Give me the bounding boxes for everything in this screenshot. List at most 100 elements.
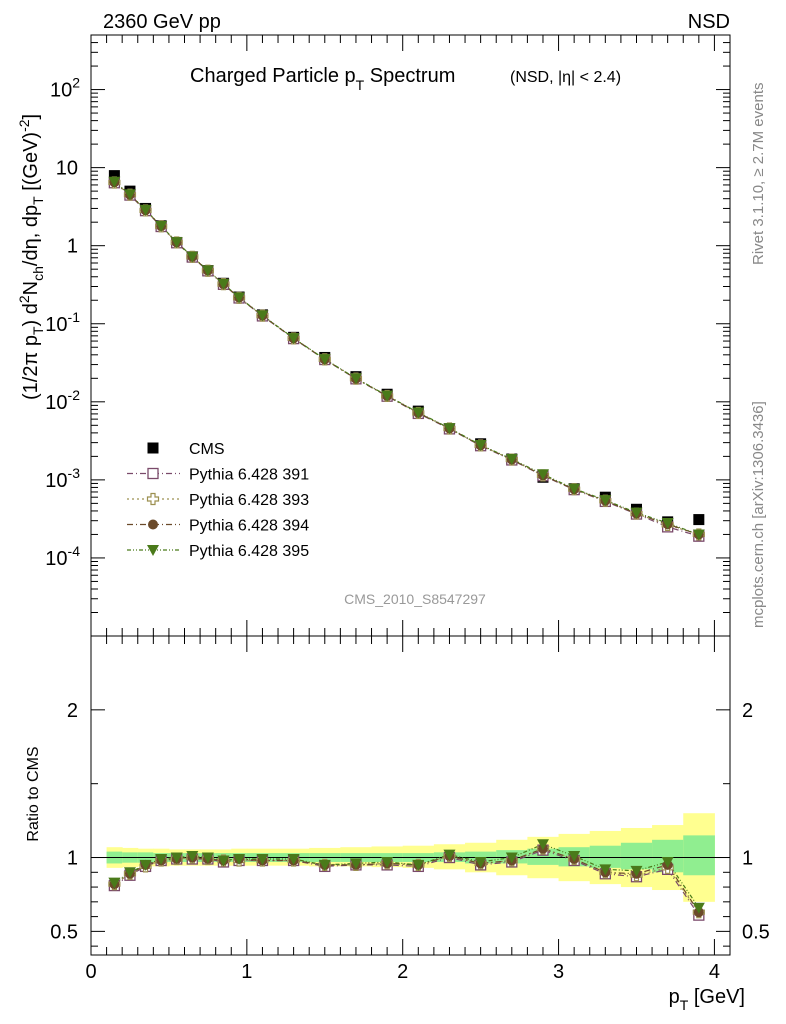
ratio-data-point [201,852,214,864]
ratio-data-point [568,851,581,863]
ratio-y-tick-label: 0.5 [742,921,770,943]
header-energy: 2360 GeV pp [103,11,221,33]
legend-marker [147,467,159,480]
main-ylabel: (1/2π pT) d2Nch/dη, dpT [(GeV)-2] [16,114,46,400]
y-tick-label: 10-2 [45,387,80,414]
mc-data-point [661,518,674,530]
mc-data-point [630,507,643,519]
ratio-data-point [443,849,456,861]
mc-data-point [505,454,518,466]
y-tick-label: 1 [67,236,78,258]
legend-marker [146,492,160,506]
ratio-data-point [318,859,331,871]
x-axis-label: pT [GeV] [669,986,745,1013]
legend-label: Pythia 6.428 394 [189,518,309,535]
legend: CMS Pythia 6.428 391 Pythia 6.428 393 Pythi… [127,441,309,560]
legend-marker [147,442,159,454]
ratio-y-tick-label: 2 [742,700,753,722]
ratio-y-tick-label: 2 [67,700,78,722]
x-tick-label: 1 [241,961,252,983]
mc-data-point [139,204,152,216]
mc-data-point [599,495,612,507]
mc-data-point [349,373,362,385]
ratio-data-point [536,839,549,851]
ratio-axis-ticks: 0.5 0.5 1 1 2 2 0 1 2 3 4 [50,636,770,983]
mc-data-point [123,189,136,201]
ratio-data-point [661,856,674,868]
ratio-data-point [412,859,425,871]
mc-data-point [108,176,121,188]
chart-title: Charged Particle pT Spectrum [190,65,455,93]
title-main: Charged Particle p [190,65,356,87]
mc-data-point [474,439,487,451]
uncertainty-band-inner [683,835,715,876]
legend-label: Pythia 6.428 395 [189,543,309,560]
y-tick-label: 10-1 [45,309,80,336]
main-panel-frame [90,34,731,637]
mc-data-point [692,529,705,541]
mc-data-point [568,483,581,495]
x-tick-label: 0 [85,961,96,983]
mc-data-point [186,251,199,263]
ratio-data-point [599,864,612,876]
mc-data-point [412,407,425,419]
mc-data-point [443,423,456,435]
ratio-data-point [139,859,152,871]
ratio-data-point [108,877,121,889]
ratio-data-point [256,854,269,866]
title-rest: Spectrum [364,65,455,87]
ratio-data-point [692,902,705,914]
ratio-data-point [123,867,136,879]
ratio-ylabel: Ratio to CMS [25,746,42,841]
ratio-y-tick-label: 1 [742,848,753,870]
analysis-label: CMS_2010_S8547297 [344,591,486,607]
x-tick-label: 4 [709,961,720,983]
series-line [114,181,700,536]
y-tick-label: 10 [56,158,78,180]
cms-data-point [693,514,705,526]
cms-data-point [108,170,120,182]
legend-label: Pythia 6.428 391 [189,467,309,484]
legend-label: CMS [189,441,225,458]
ratio-data-point [630,865,643,877]
legend-label: Pythia 6.428 393 [189,492,309,509]
ratio-data-point [474,856,487,868]
ratio-data-point [233,854,246,866]
mc-data-point [287,333,300,345]
mc-data-point [233,292,246,304]
y-tick-label: 10-3 [45,465,80,492]
ratio-data-point [186,851,199,863]
mc-data-point [170,237,183,249]
mc-data-point [155,220,168,232]
mc-data-point [256,310,269,322]
mcplots-label: mcplots.cern.ch [arXiv:1306.3436] [750,401,767,628]
uncertainty-band-inner [620,842,653,870]
ratio-series-layer [108,839,705,921]
rivet-label: Rivet 3.1.10, ≥ 2.7M events [750,83,767,266]
main-series-layer [108,170,705,542]
ratio-data-point [287,854,300,866]
x-tick-label: 2 [397,961,408,983]
ratio-data-point [381,856,394,868]
legend-marker [147,545,159,556]
ratio-y-tick-label: 0.5 [50,921,78,943]
y-tick-label: 102 [50,75,80,102]
mc-data-point [536,469,549,481]
y-tick-label: 10-4 [45,543,80,570]
header-process: NSD [688,11,730,33]
uncertainty-band-inner [589,845,622,868]
x-tick-label: 3 [553,961,564,983]
ratio-data-point [155,854,168,866]
ratio-data-point [505,852,518,864]
mc-data-point [318,354,331,366]
ratio-data-point [217,855,230,867]
title-sub: T [356,77,365,93]
mc-data-point [217,278,230,290]
ratio-y-tick-label: 1 [67,848,78,870]
ratio-data-point [349,858,362,870]
mc-data-point [201,265,214,277]
legend-marker [148,519,158,530]
ratio-data-point [170,852,183,864]
mc-data-point [381,390,394,402]
